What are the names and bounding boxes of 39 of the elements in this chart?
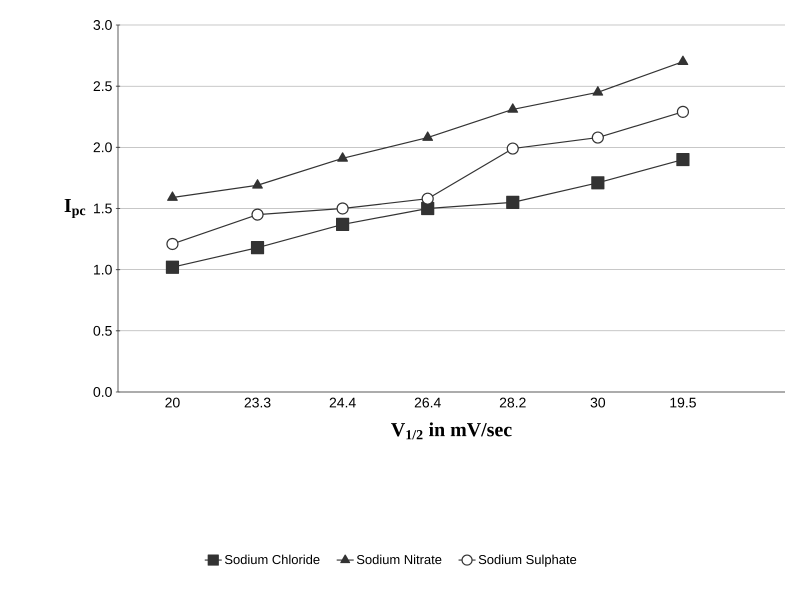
point — [422, 192, 434, 205]
point — [167, 191, 178, 201]
y-axis-title: I$_{pc}$ — [64, 198, 86, 218]
point — [336, 218, 350, 231]
legend-label: Sodium Chloride — [224, 554, 320, 564]
point — [337, 152, 348, 162]
legend-label: Sodium Nitrate — [356, 554, 442, 564]
point — [506, 142, 519, 155]
y-tick-label: 1.0 — [94, 264, 112, 275]
point — [336, 202, 349, 215]
x-tick-label: 23.3 — [244, 398, 270, 408]
y-tick-label: 2.0 — [94, 142, 112, 152]
x-tick-label: 20 — [165, 398, 180, 408]
point — [678, 56, 688, 66]
point — [676, 106, 690, 118]
point — [166, 238, 179, 250]
point — [252, 179, 263, 189]
x-tick-label: 28.2 — [500, 398, 526, 408]
point — [166, 260, 180, 274]
x-tick-label: 26.4 — [414, 398, 441, 408]
legend-label: Sodium Sulphate — [478, 554, 576, 567]
point — [507, 103, 518, 113]
point — [592, 86, 604, 96]
point — [506, 196, 520, 209]
y-tick-label: 0.5 — [94, 326, 112, 336]
point — [592, 131, 604, 144]
y-tick-label: 2.5 — [94, 81, 112, 92]
point — [591, 176, 604, 190]
y-tick-label: 0.0 — [94, 387, 112, 397]
y-tick-label: 3.0 — [93, 20, 112, 30]
x-tick-label: 19.5 — [670, 398, 696, 408]
point — [250, 241, 264, 254]
point — [676, 152, 690, 166]
x-tick-label: 30 — [590, 398, 606, 408]
y-tick-label: 1.5 — [94, 204, 112, 214]
point — [422, 131, 434, 141]
x-axis-title: V$_{1/2}$ in mV/sec — [391, 422, 512, 440]
x-tick-label: 24.4 — [330, 398, 356, 408]
point — [251, 208, 264, 221]
